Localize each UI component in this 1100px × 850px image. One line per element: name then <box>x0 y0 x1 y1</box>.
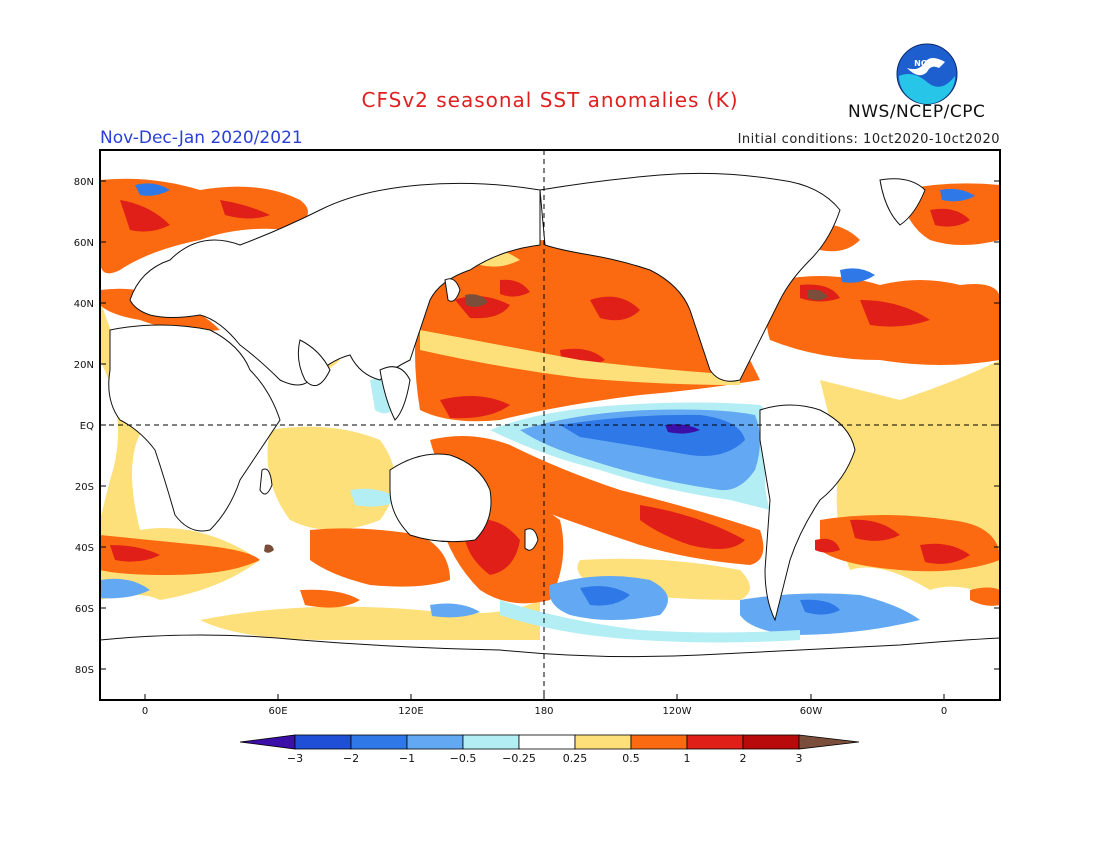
lat-label-40n: 40N <box>74 299 94 310</box>
colorbar-label: −2 <box>343 752 359 765</box>
colorbar-box <box>518 734 576 750</box>
colorbar-high-extension <box>798 734 860 750</box>
lat-label-20n: 20N <box>74 360 94 371</box>
lat-label-20s: 20S <box>75 482 94 493</box>
lat-label-60n: 60N <box>74 238 94 249</box>
colorbar-label: 0.5 <box>622 752 640 765</box>
colorbar-label: −1 <box>399 752 415 765</box>
colorbar-box <box>630 734 688 750</box>
lon-label-180: 180 <box>534 706 553 717</box>
lon-label-0-west: 0 <box>142 706 148 717</box>
lon-label-60w: 60W <box>800 706 823 717</box>
lon-ticks <box>144 694 945 700</box>
colorbar-box <box>350 734 408 750</box>
colorbar-box <box>406 734 464 750</box>
lat-label-60s: 60S <box>75 604 94 615</box>
lat-label-80n: 80N <box>74 177 94 188</box>
lon-label-0-east: 0 <box>941 706 947 717</box>
lat-label-40s: 40S <box>75 543 94 554</box>
lat-ticks <box>100 180 1000 670</box>
initial-conditions: Initial conditions: 10ct2020-10ct2020 <box>737 132 1000 147</box>
anomaly-field <box>100 150 1000 700</box>
agency-label: NWS/NCEP/CPC <box>848 102 986 122</box>
lon-label-120w: 120W <box>663 706 692 717</box>
colorbar-low-extension <box>239 734 296 750</box>
colorbar-box <box>294 734 352 750</box>
colorbar-label: −0.5 <box>450 752 477 765</box>
map-title: CFSv2 seasonal SST anomalies (K) <box>361 88 739 112</box>
logo-text: NOAA <box>914 59 940 68</box>
lon-label-60e: 60E <box>268 706 287 717</box>
colorbar-label: 0.25 <box>563 752 588 765</box>
colorbar: −3 −2 −1 −0.5 −0.25 0.25 0.5 1 2 3 <box>239 734 860 765</box>
lat-label-eq: EQ <box>80 421 94 432</box>
colorbar-label: −3 <box>287 752 303 765</box>
noaa-logo: NOAA <box>896 43 958 105</box>
colorbar-label: 3 <box>796 752 803 765</box>
colorbar-label: 1 <box>684 752 691 765</box>
colorbar-box <box>742 734 800 750</box>
lon-label-120e: 120E <box>398 706 423 717</box>
lat-label-80s: 80S <box>75 665 94 676</box>
colorbar-box <box>462 734 520 750</box>
colorbar-label: −0.25 <box>502 752 536 765</box>
colorbar-label: 2 <box>740 752 747 765</box>
colorbar-box <box>686 734 744 750</box>
colorbar-box <box>574 734 632 750</box>
land-outlines <box>100 172 1000 700</box>
forecast-period: Nov-Dec-Jan 2020/2021 <box>100 128 303 148</box>
